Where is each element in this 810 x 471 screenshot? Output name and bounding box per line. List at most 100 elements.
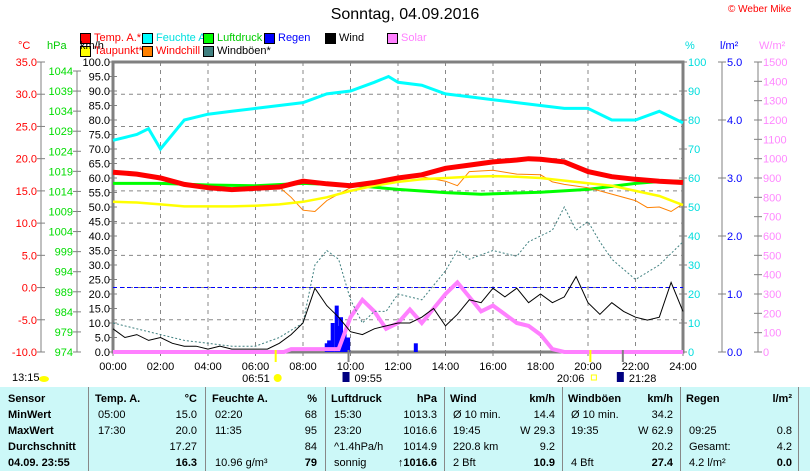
axis-tick-label-temp: 25.0: [16, 121, 37, 133]
axis-tick-label-solar: 100: [763, 328, 781, 340]
table-cell: 05:00: [98, 409, 126, 421]
table-header-unit: °C: [184, 393, 197, 405]
legend-label: Windböen*: [217, 45, 271, 57]
copyright: © Weber Mike: [728, 4, 792, 15]
table-cell: 4.2 l/m²: [689, 457, 726, 469]
table-divider: [444, 387, 445, 471]
table-divider: [88, 387, 89, 471]
axis-tick-label-wind: 60.0: [89, 173, 110, 185]
axis-tick-label-wind: 80.0: [89, 115, 110, 127]
unit-temp: °C: [18, 40, 31, 52]
table-row: 04.09. 23:55 16.3 10.96 g/m³ 79 sonnig ↑1016.…: [0, 455, 800, 471]
axis-tick-label-temp: 10.0: [16, 218, 37, 230]
series-line-windböen: [112, 205, 684, 347]
rain-bar: [339, 317, 343, 352]
table-row: Sensor Temp. A. °C Feuchte A.% Luftdruck hPa W…: [0, 391, 800, 407]
row-label: 04.09. 23:55: [8, 457, 70, 469]
axis-tick-label-pressure: 1044: [49, 66, 73, 78]
stats-table: Sensor Temp. A. °C Feuchte A.% Luftdruck hPa W…: [0, 387, 810, 471]
axis-tick-label-humidity: 30: [688, 260, 700, 272]
table-cell-value: 10.9: [533, 457, 555, 469]
axis-tick-label-pressure: 1009: [49, 207, 73, 219]
unit-rain: l/m²: [720, 40, 739, 52]
axis-tick-label-wind: 100.0: [82, 57, 110, 69]
table-header: Wind: [450, 393, 477, 405]
table-cell-value: 20.0: [175, 425, 197, 437]
legend-label: Taupunkt*: [94, 45, 143, 57]
table-cell: 10.96 g/m³: [215, 457, 268, 469]
axis-tick-label-temp: 30.0: [16, 89, 37, 101]
axis-tick-label-rain: 4.0: [727, 115, 742, 127]
legend-label: Solar: [401, 32, 427, 44]
x-tick-label: 00:00: [99, 361, 127, 373]
table-cell: sonnig: [334, 457, 367, 469]
axis-tick-label-solar: 700: [763, 212, 781, 224]
axis-tick-label-humidity: 40: [688, 231, 700, 243]
marker-label-sunset: 20:06: [557, 373, 585, 385]
table-cell-value: 84: [304, 441, 317, 453]
table-header: Sensor: [8, 393, 46, 405]
axis-tick-label-humidity: 70: [688, 144, 700, 156]
table-row: MaxWert 17:30 20.0 11:35 95 23:20 1016.6 19:45 W…: [0, 423, 800, 439]
table-cell: 19:35: [571, 425, 599, 437]
table-divider: [798, 387, 799, 471]
axis-tick-label-pressure: 974: [55, 347, 73, 359]
table-cell-value: 4.2: [776, 441, 792, 453]
legend-item: Windböen*: [203, 45, 271, 57]
x-tick-label: 24:00: [669, 361, 697, 373]
table-cell: 11:35: [215, 425, 242, 437]
x-tick-label: 22:00: [622, 361, 650, 373]
table-cell-value: 1016.6: [403, 425, 437, 437]
axis-tick-label-wind: 75.0: [89, 130, 110, 142]
table-cell-value: 17.27: [169, 441, 197, 453]
legend-swatch: [203, 45, 214, 57]
table-cell-value: 34.2: [651, 409, 673, 421]
row-label: Durchschnitt: [8, 441, 76, 453]
table-cell: 02:20: [215, 409, 243, 421]
table-cell-value: 16.3: [175, 457, 197, 469]
legend-item: Solar: [387, 32, 427, 44]
axis-tick-label-wind: 25.0: [89, 275, 110, 287]
x-tick-label: 04:00: [194, 361, 222, 373]
x-tick-label: 02:00: [147, 361, 175, 373]
table-row: Durchschnitt 17.27 84 ^1.4hPa/h 1014.9 220.8 …: [0, 439, 800, 455]
x-tick-label: 10:00: [337, 361, 365, 373]
axis-tick-label-pressure: 1014: [49, 186, 73, 198]
table-cell-value: 15.0: [175, 409, 197, 421]
legend-item: Feuchte A.*: [142, 32, 213, 44]
axis-tick-label-wind: 70.0: [89, 144, 110, 156]
axis-tick-label-rain: 3.0: [727, 173, 742, 185]
axis-tick-label-humidity: 0: [688, 347, 694, 359]
moon-icon: [342, 372, 350, 382]
legend-label: Luftdruck: [217, 32, 263, 44]
table-cell-value: 1014.9: [403, 441, 437, 453]
rain-bar: [327, 340, 332, 352]
axis-tick-label-wind: 15.0: [89, 304, 110, 316]
table-cell: Ø 10 min.: [571, 409, 619, 421]
table-divider: [562, 387, 563, 471]
axis-tick-label-wind: 65.0: [89, 159, 110, 171]
rain-bar: [413, 343, 418, 352]
legend-item: Regen: [264, 32, 310, 44]
table-header: Windböen: [568, 393, 622, 405]
legend-item: Windchill: [142, 45, 200, 57]
table-header-unit: hPa: [416, 393, 437, 405]
legend-label: Feuchte A.*: [156, 32, 213, 44]
axis-tick-label-temp: 35.0: [16, 57, 37, 69]
series-line-wind: [112, 275, 684, 350]
chart-title: Sonntag, 04.09.2016: [330, 6, 480, 23]
axis-tick-label-wind: 0.0: [95, 347, 110, 359]
axis-tick-label-humidity: 20: [688, 289, 700, 301]
axis-tick-label-solar: 800: [763, 192, 781, 204]
legend-swatch: [80, 45, 91, 57]
legend-swatch: [264, 32, 275, 44]
axis-tick-label-wind: 85.0: [89, 101, 110, 113]
unit-pressure: hPa: [47, 40, 67, 52]
table-divider: [205, 387, 206, 471]
series-line-solar: [113, 279, 683, 354]
axis-tick-label-wind: 20.0: [89, 289, 110, 301]
legend-item: Taupunkt*: [80, 45, 143, 57]
sun-icon: [273, 374, 282, 382]
unit-humidity: %: [685, 40, 695, 52]
